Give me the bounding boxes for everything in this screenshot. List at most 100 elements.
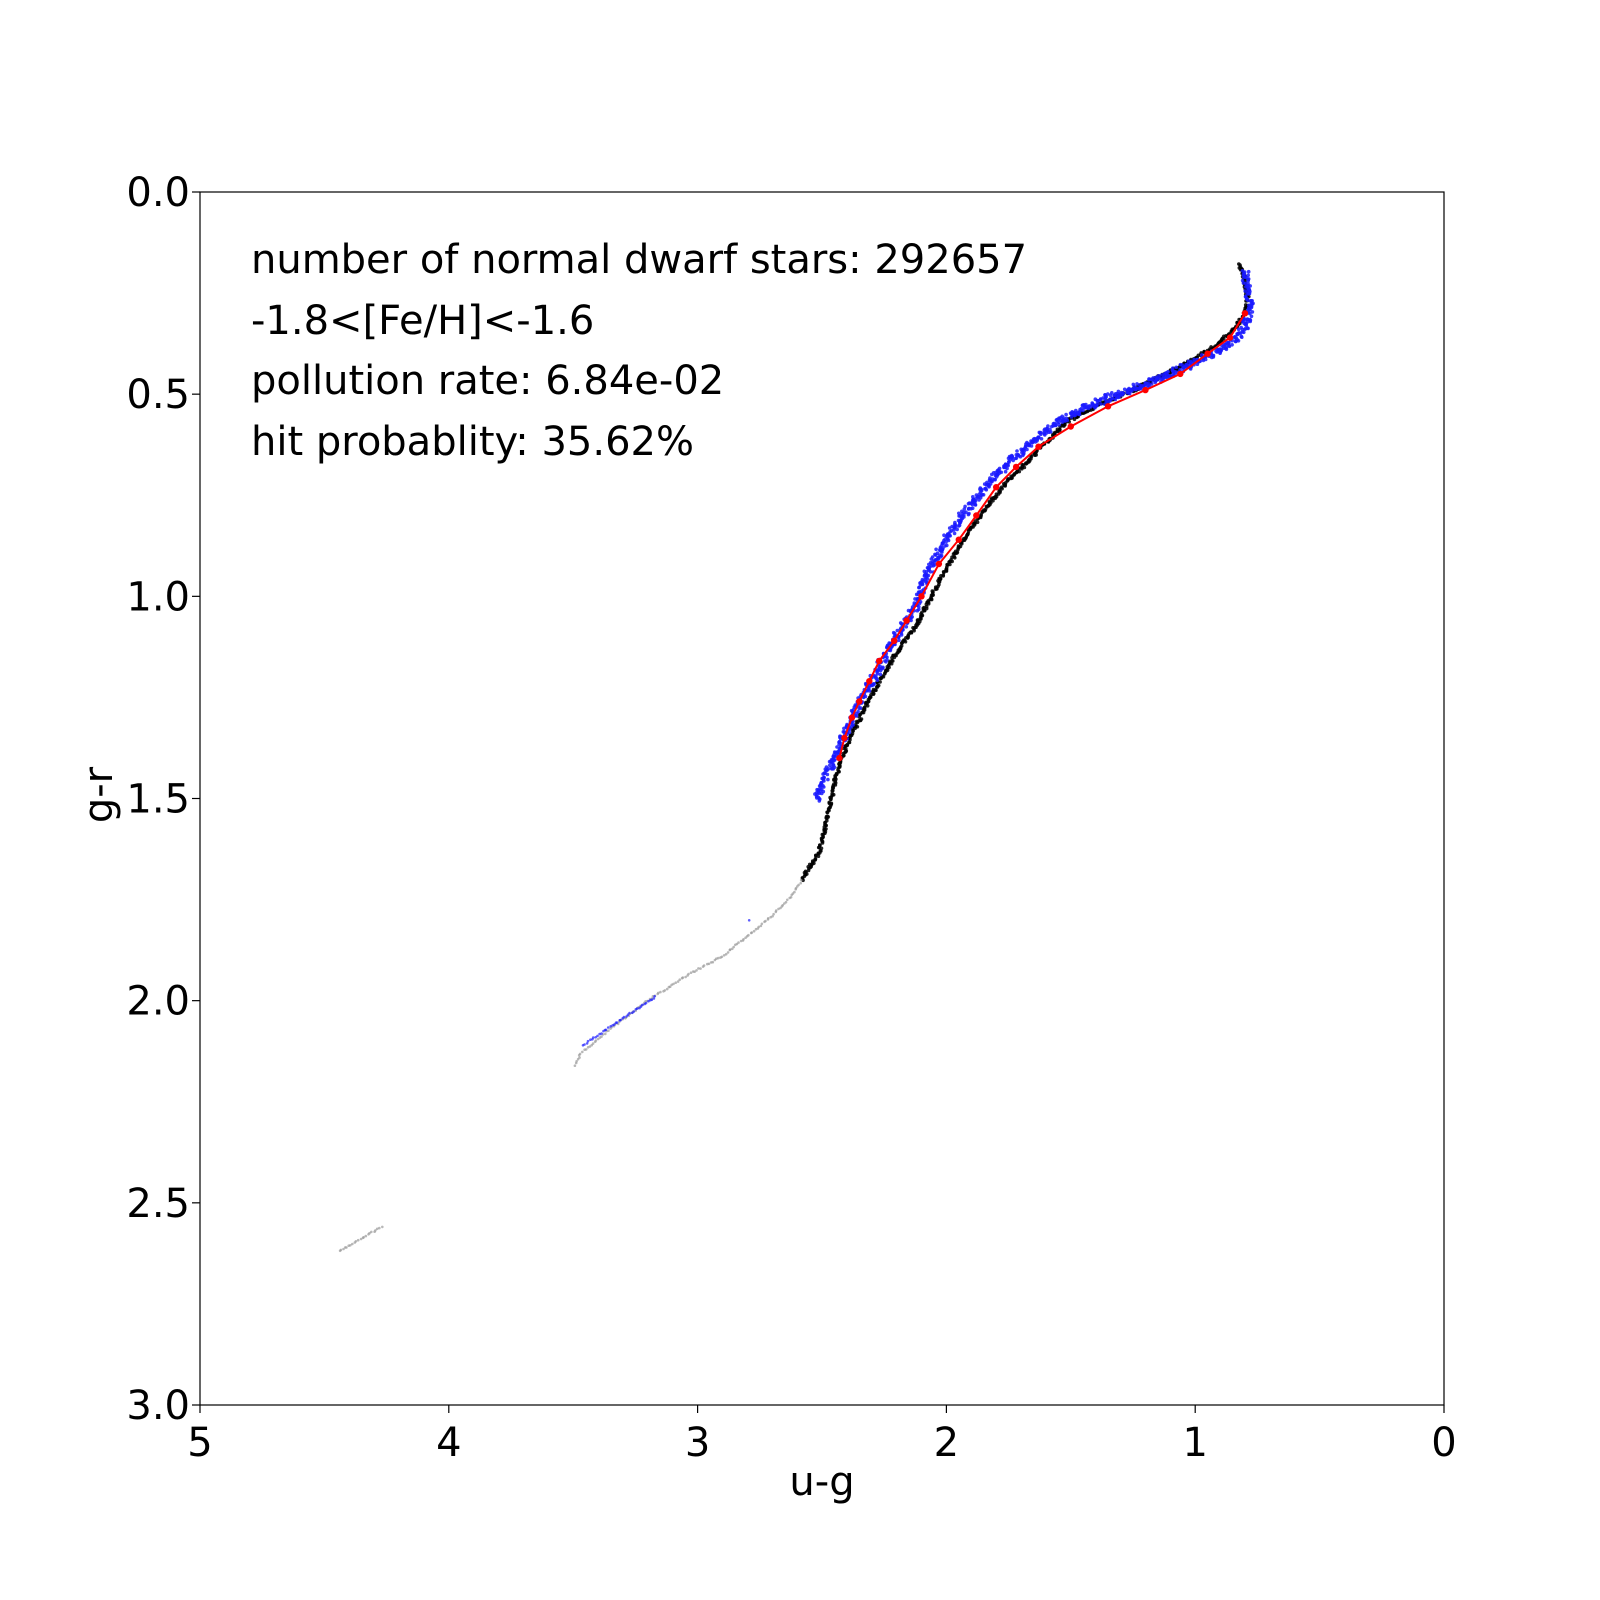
star-point — [900, 641, 905, 645]
star-point — [831, 788, 835, 793]
star-point — [955, 527, 959, 532]
star-point — [1155, 377, 1159, 381]
star-point — [598, 1032, 601, 1036]
star-point — [583, 1048, 586, 1051]
star-point — [667, 985, 671, 989]
star-point — [621, 1017, 624, 1020]
star-point — [609, 1025, 612, 1028]
star-point — [1005, 466, 1009, 471]
star-point — [783, 902, 786, 905]
star-point — [1242, 330, 1246, 335]
star-point — [728, 948, 732, 952]
star-point — [1243, 327, 1247, 331]
star-point — [842, 746, 846, 751]
star-point — [942, 570, 946, 575]
star-point — [881, 665, 885, 670]
star-point — [788, 896, 791, 900]
y-tick-label: 1.5 — [126, 777, 190, 823]
star-point — [643, 1002, 646, 1006]
star-point — [973, 502, 978, 507]
star-point — [638, 1006, 641, 1010]
star-point — [1006, 478, 1010, 482]
star-point — [706, 962, 709, 966]
star-point — [1230, 343, 1234, 347]
star-point — [1043, 427, 1047, 432]
star-point — [953, 551, 957, 556]
fit-point — [1142, 386, 1149, 394]
star-point — [841, 730, 846, 734]
star-point — [818, 786, 822, 790]
fit-point — [841, 734, 848, 742]
star-point — [670, 983, 673, 987]
star-point — [607, 1029, 610, 1032]
fit-point — [973, 512, 980, 519]
star-point — [935, 558, 939, 562]
star-point — [1042, 432, 1047, 436]
fit-point — [866, 678, 873, 685]
star-point — [1248, 311, 1252, 316]
star-point — [722, 954, 726, 957]
star-point — [821, 772, 825, 776]
star-point — [656, 992, 659, 996]
star-point — [816, 845, 821, 850]
annotation-metallicity: -1.8<[Fe/H]<-1.6 — [251, 298, 594, 344]
star-point — [1024, 461, 1028, 465]
star-point — [786, 898, 789, 902]
star-point — [1165, 375, 1169, 379]
star-point — [1237, 262, 1241, 266]
star-point — [1225, 342, 1230, 346]
star-point — [361, 1236, 365, 1240]
star-point — [919, 617, 923, 621]
star-point — [1224, 347, 1229, 352]
y-tick-label: 2.5 — [126, 1181, 190, 1227]
star-point — [747, 919, 751, 922]
star-point — [631, 1011, 634, 1015]
star-point — [591, 1038, 594, 1041]
star-point — [819, 836, 824, 841]
fit-point — [903, 617, 910, 624]
star-point — [957, 523, 962, 528]
star-point — [1064, 412, 1068, 417]
star-point — [917, 604, 921, 609]
star-point — [1244, 294, 1248, 299]
star-point — [1241, 272, 1246, 277]
star-point — [939, 548, 943, 553]
star-point — [697, 967, 700, 970]
star-point — [1059, 418, 1063, 423]
star-point — [1084, 405, 1089, 409]
star-point — [1234, 339, 1238, 344]
y-tick-label: 3.0 — [126, 1383, 190, 1429]
star-point — [878, 672, 883, 677]
star-point — [942, 533, 946, 537]
x-axis: 5 4 3 2 1 0 — [187, 1405, 1457, 1466]
star-point — [585, 1042, 589, 1045]
star-point — [1038, 431, 1042, 435]
star-point — [749, 931, 753, 935]
star-point — [831, 757, 835, 762]
star-point — [1174, 365, 1179, 370]
star-point — [351, 1242, 354, 1246]
star-point — [678, 978, 681, 981]
star-point — [905, 636, 910, 640]
star-point — [734, 943, 737, 947]
star-point — [752, 929, 756, 933]
star-point — [1009, 476, 1014, 480]
star-point — [719, 956, 722, 959]
star-point — [1080, 403, 1085, 408]
star-point — [925, 574, 929, 578]
star-point — [731, 947, 734, 951]
star-point — [1246, 278, 1250, 283]
star-point — [842, 753, 846, 758]
star-point — [966, 501, 971, 506]
star-point — [777, 907, 780, 911]
star-point — [647, 999, 650, 1003]
star-point — [826, 777, 830, 782]
star-point — [1103, 397, 1107, 401]
star-point — [1030, 440, 1034, 445]
star-point — [1019, 466, 1023, 470]
star-point — [979, 493, 983, 498]
star-point — [941, 541, 945, 545]
star-point — [611, 1024, 614, 1027]
star-point — [1091, 403, 1096, 407]
star-point — [772, 912, 775, 916]
